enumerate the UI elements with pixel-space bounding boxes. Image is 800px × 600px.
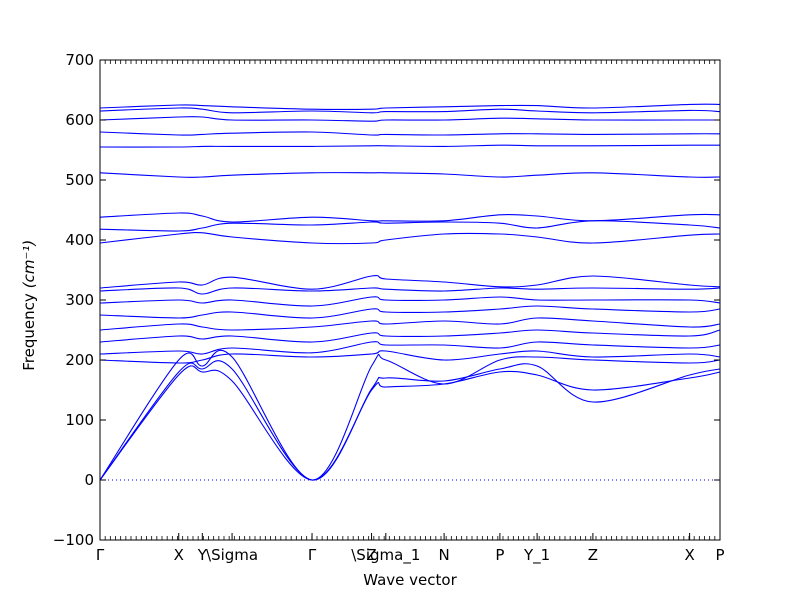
branch-line-5 xyxy=(99,341,721,355)
x-tick-label: Z xyxy=(366,546,376,564)
branch-line-4 xyxy=(99,350,721,364)
y-tick-label: −100 xyxy=(53,531,94,549)
branch-line-2 xyxy=(99,360,721,481)
x-tick-label: Y_1 xyxy=(523,546,550,565)
branch-line-9 xyxy=(99,296,721,307)
x-axis-ticks: Γ X Y \Sigma Γ Z\Sigma_1 N P Y_1 Z X P xyxy=(96,60,725,565)
branch-line-15 xyxy=(99,172,721,178)
y-axis-unit: (cm⁻¹) xyxy=(20,240,38,289)
x-tick-label: Γ xyxy=(308,546,317,564)
x-tick-label: \Sigma xyxy=(206,546,258,564)
y-tick-label: 400 xyxy=(65,231,94,249)
branch-line-13 xyxy=(99,220,721,232)
y-tick-label: 0 xyxy=(84,471,94,489)
x-tick-label: \Sigma_1 xyxy=(351,546,420,565)
branch-line-6 xyxy=(99,329,721,343)
branch-line-14 xyxy=(99,212,721,223)
y-tick-label: 300 xyxy=(65,291,94,309)
branch-line-8 xyxy=(99,305,721,319)
x-tick-label: Y xyxy=(197,546,208,564)
branch-line-18 xyxy=(99,116,720,122)
y-axis-label-group: Frequency (cm⁻¹) xyxy=(20,240,38,371)
x-tick-label: X xyxy=(174,546,184,564)
branch-line-17 xyxy=(99,131,721,136)
branch-line-19 xyxy=(99,107,721,114)
branch-line-12 xyxy=(99,231,721,245)
x-tick-label: P xyxy=(495,546,504,564)
branch-line-16 xyxy=(99,144,721,148)
x-tick-label: P xyxy=(715,546,724,564)
x-tick-label: X xyxy=(684,546,694,564)
branch-line-7 xyxy=(99,317,721,331)
x-axis-label: Wave vector xyxy=(363,571,457,589)
x-tick-label: Z xyxy=(588,546,598,564)
y-tick-label: 700 xyxy=(65,51,94,69)
y-axis-ticks: −100 0 100 200 300 400 500 600 700 xyxy=(53,51,720,549)
y-tick-label: 200 xyxy=(65,351,94,369)
y-tick-label: 600 xyxy=(65,111,94,129)
x-tick-label: Γ xyxy=(96,546,105,564)
y-axis-label: Frequency xyxy=(20,293,38,371)
branch-line-1 xyxy=(99,365,721,481)
branch-line-10 xyxy=(99,287,721,295)
x-tick-label: N xyxy=(438,546,449,564)
branch-line-11 xyxy=(99,275,721,290)
y-tick-label: 500 xyxy=(65,171,94,189)
branch-line-20 xyxy=(99,103,721,110)
branch-lines-group xyxy=(99,103,721,481)
y-tick-label: 100 xyxy=(65,411,94,429)
branch-line-3 xyxy=(99,349,721,481)
